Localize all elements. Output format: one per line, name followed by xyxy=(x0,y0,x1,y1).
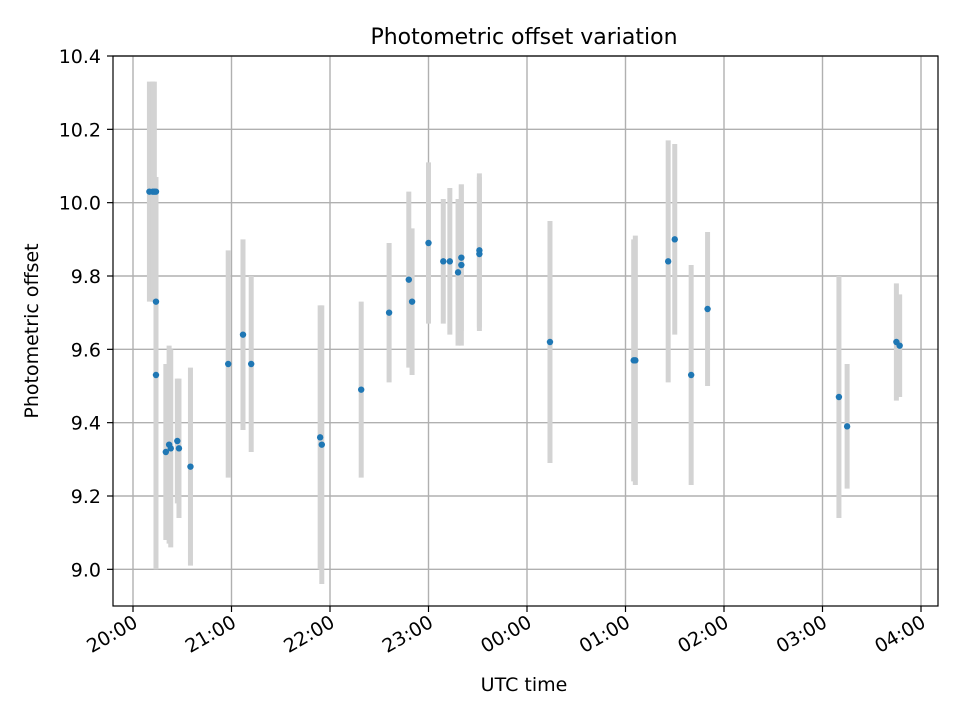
data-point xyxy=(225,360,232,368)
data-point xyxy=(152,188,160,195)
data-point xyxy=(440,258,447,265)
data-point xyxy=(896,342,903,349)
data-point xyxy=(152,371,160,379)
data-point xyxy=(671,236,678,243)
error-bars xyxy=(146,81,903,584)
x-tick-label: 02:00 xyxy=(674,611,732,657)
data-point xyxy=(385,309,393,316)
data-point xyxy=(843,423,851,430)
data-point xyxy=(546,338,554,346)
data-point xyxy=(152,298,160,305)
x-tick-label: 00:00 xyxy=(477,611,535,657)
data-point xyxy=(239,331,247,338)
data-point xyxy=(162,448,170,456)
y-tick-label: 10.2 xyxy=(59,119,101,141)
data-point xyxy=(687,371,695,379)
x-tick-label: 22:00 xyxy=(280,611,338,657)
data-point xyxy=(357,386,365,393)
data-point xyxy=(446,258,454,265)
data-point xyxy=(664,258,672,265)
y-tick-label: 9.4 xyxy=(71,413,101,435)
data-point xyxy=(316,434,324,441)
plot-area-frame xyxy=(112,55,939,607)
grid xyxy=(113,55,938,606)
x-tick-label: 04:00 xyxy=(871,611,929,657)
data-point xyxy=(458,254,465,261)
data-point xyxy=(405,276,412,283)
y-axis-ticks: 9.0 9.2 9.4 9.6 9.8 10.0 10.2 10.4 xyxy=(59,46,113,581)
data-point xyxy=(425,239,432,247)
data-point xyxy=(454,269,462,276)
x-axis-ticks: 20:00 21:00 22:00 23:00 00:00 01:00 02:00 03:00… xyxy=(83,606,930,658)
data-point xyxy=(174,437,181,445)
chart-title: Photometric offset variation xyxy=(370,25,677,50)
data-point xyxy=(187,463,194,470)
y-tick-label: 9.2 xyxy=(71,486,101,508)
data-point xyxy=(476,250,483,258)
x-tick-label: 03:00 xyxy=(773,611,831,657)
x-axis-label: UTC time xyxy=(481,674,568,696)
y-tick-label: 9.0 xyxy=(71,559,101,581)
data-point xyxy=(835,393,843,401)
data-point xyxy=(458,261,465,269)
y-tick-label: 9.8 xyxy=(71,266,101,288)
x-tick-label: 20:00 xyxy=(83,611,141,657)
data-point xyxy=(175,445,183,452)
y-axis-label: Photometric offset xyxy=(21,243,43,418)
data-point xyxy=(167,445,174,452)
x-tick-label: 01:00 xyxy=(576,611,634,657)
data-point xyxy=(408,298,416,305)
data-point xyxy=(704,305,711,313)
data-point xyxy=(318,441,325,448)
data-point xyxy=(248,360,255,368)
x-tick-label: 23:00 xyxy=(379,611,437,657)
y-tick-label: 10.0 xyxy=(59,193,101,215)
data-points xyxy=(146,188,903,470)
data-point xyxy=(632,357,639,364)
x-tick-label: 21:00 xyxy=(182,611,240,657)
y-tick-label: 10.4 xyxy=(59,46,101,68)
y-tick-label: 9.6 xyxy=(71,339,101,361)
